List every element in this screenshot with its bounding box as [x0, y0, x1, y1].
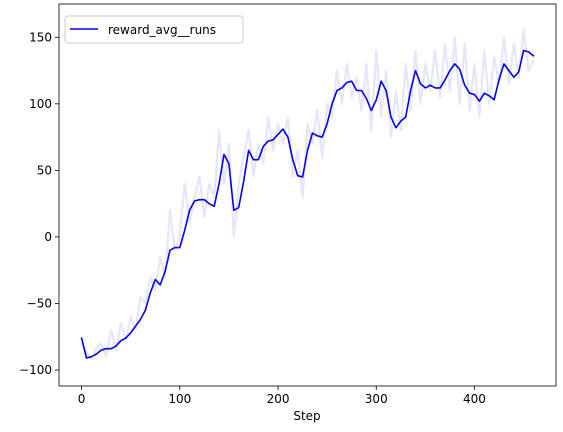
x-axis: 0 100 200 300 400 [78, 386, 486, 406]
x-tick-label: 0 [78, 392, 86, 406]
raw-series-layer [80, 29, 535, 361]
smoothed-series-line [80, 49, 535, 359]
y-tick-label: 100 [29, 97, 52, 111]
x-tick-label: 300 [365, 392, 388, 406]
smoothed-series-layer [80, 49, 535, 359]
x-tick-label: 100 [168, 392, 191, 406]
x-tick-label: 200 [267, 392, 290, 406]
plot-frame [58, 3, 557, 387]
y-tick-label: −50 [27, 296, 52, 310]
legend-entry-label: reward_avg__runs [108, 23, 216, 37]
x-axis-label: Step [293, 409, 320, 423]
y-tick-label: 150 [29, 30, 52, 44]
y-axis: −100 −50 0 50 100 150 [19, 30, 59, 377]
x-tick-label: 400 [463, 392, 486, 406]
raw-series-line [80, 29, 535, 361]
y-tick-label: −100 [19, 363, 52, 377]
y-tick-label: 0 [44, 230, 52, 244]
legend-box [64, 15, 244, 44]
y-tick-label: 50 [37, 163, 52, 177]
legend: reward_avg__runs [64, 15, 244, 44]
